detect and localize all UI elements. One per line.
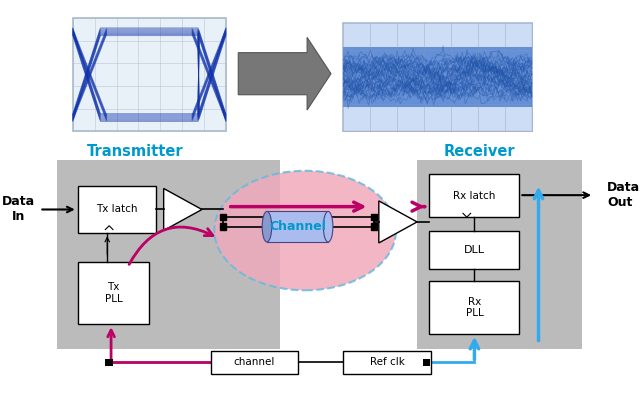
FancyBboxPatch shape xyxy=(211,351,298,374)
Bar xyxy=(220,214,227,220)
Bar xyxy=(344,23,532,131)
Text: Data
In: Data In xyxy=(2,195,35,224)
Text: Transmitter: Transmitter xyxy=(86,145,183,160)
Text: Tx latch: Tx latch xyxy=(96,204,138,214)
Bar xyxy=(106,358,113,366)
Text: DLL: DLL xyxy=(464,245,485,254)
Text: Ref clk: Ref clk xyxy=(370,357,405,368)
FancyBboxPatch shape xyxy=(344,351,431,374)
Ellipse shape xyxy=(262,212,272,242)
Text: channel: channel xyxy=(234,357,275,368)
FancyBboxPatch shape xyxy=(429,231,520,269)
Bar xyxy=(423,358,431,366)
Polygon shape xyxy=(164,189,202,231)
Ellipse shape xyxy=(214,171,396,290)
Ellipse shape xyxy=(323,212,333,242)
Bar xyxy=(417,160,582,349)
Text: Receiver: Receiver xyxy=(444,145,515,160)
Text: Tx
PLL: Tx PLL xyxy=(104,282,122,304)
Polygon shape xyxy=(238,37,331,110)
Bar xyxy=(220,224,227,230)
Bar xyxy=(344,107,532,131)
Bar xyxy=(56,160,280,349)
FancyBboxPatch shape xyxy=(429,174,520,217)
Text: Rx
PLL: Rx PLL xyxy=(465,297,483,318)
Text: Data
Out: Data Out xyxy=(607,181,640,209)
Bar xyxy=(344,23,532,47)
Bar xyxy=(371,224,378,230)
Bar xyxy=(371,214,378,220)
FancyBboxPatch shape xyxy=(77,262,149,324)
Text: Rx latch: Rx latch xyxy=(453,191,495,200)
Bar xyxy=(73,18,226,131)
Text: Channel: Channel xyxy=(269,220,326,233)
Bar xyxy=(344,47,532,107)
Polygon shape xyxy=(379,201,417,243)
Bar xyxy=(267,212,328,242)
FancyBboxPatch shape xyxy=(77,185,156,233)
FancyBboxPatch shape xyxy=(429,281,520,334)
